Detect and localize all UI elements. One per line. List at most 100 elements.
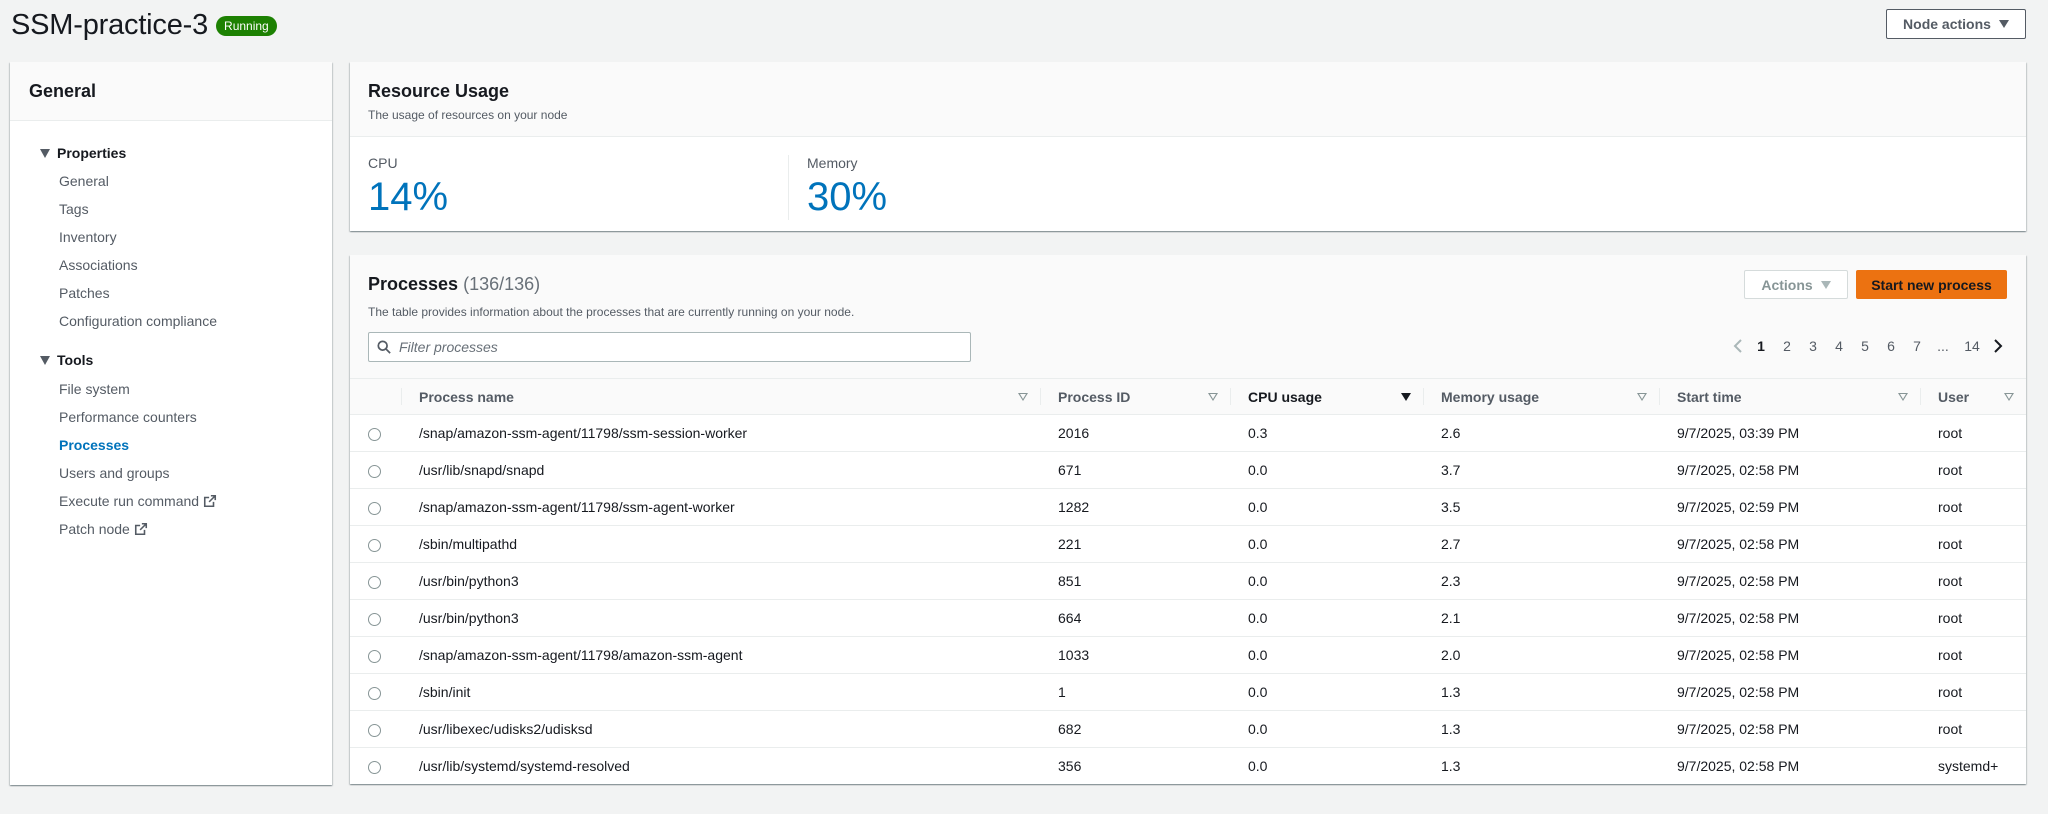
search-icon [377,340,391,354]
column-header-user[interactable]: User [1920,379,2026,415]
user-cell: root [1938,425,1963,441]
processes-title: Processes (136/136) [368,274,540,295]
resource-usage-subtitle: The usage of resources on your node [368,108,568,122]
table-row[interactable]: /snap/amazon-ssm-agent/11798/ssm-agent-w… [350,489,2026,526]
table-row[interactable]: /usr/libexec/udisks2/udisksd 682 0.0 1.3… [350,711,2026,748]
column-header-start-time[interactable]: Start time [1659,379,1920,415]
table-row[interactable]: /usr/lib/snapd/snapd 671 0.0 3.7 9/7/202… [350,452,2026,489]
sidebar-item-processes[interactable]: Processes [59,437,130,453]
sort-icon [1898,392,1908,401]
table-row[interactable]: /usr/bin/python3 851 0.0 2.3 9/7/2025, 0… [350,563,2026,600]
memory-usage-cell: 1.3 [1441,684,1461,700]
table-header-row: Process name Process ID CPU usage Memory… [350,378,2026,415]
sidebar-item-performance-counters[interactable]: Performance counters [59,409,197,425]
process-id-cell: 682 [1058,721,1082,737]
user-cell: root [1938,684,1963,700]
row-select-radio[interactable] [368,612,381,626]
row-select-radio[interactable] [368,427,381,441]
row-select-radio[interactable] [368,686,381,700]
process-name-cell: /usr/lib/snapd/snapd [419,462,545,478]
start-time-cell: 9/7/2025, 02:58 PM [1677,684,1800,700]
sidebar-item-patches[interactable]: Patches [59,285,110,301]
start-time-cell: 9/7/2025, 03:39 PM [1677,425,1800,441]
sidebar-item-patch-node[interactable]: Patch node [59,519,332,539]
table-row[interactable]: /usr/bin/python3 664 0.0 2.1 9/7/2025, 0… [350,600,2026,637]
sidebar: General Properties General Tags Inventor… [10,62,332,785]
cpu-label: CPU [368,155,398,171]
pagination-next-button[interactable] [1988,339,2008,353]
processes-table: Process name Process ID CPU usage Memory… [350,378,2026,785]
start-time-cell: 9/7/2025, 02:59 PM [1677,499,1800,515]
processes-panel: Processes (136/136) The table provides i… [350,255,2026,784]
row-select-radio[interactable] [368,501,381,515]
sidebar-item-label: Execute run command [59,493,200,509]
table-row[interactable]: /snap/amazon-ssm-agent/11798/amazon-ssm-… [350,637,2026,674]
start-time-cell: 9/7/2025, 02:58 PM [1677,610,1800,626]
processes-count: (136/136) [463,274,541,294]
page-3-button[interactable]: 3 [1809,338,1817,354]
table-row[interactable]: /snap/amazon-ssm-agent/11798/ssm-session… [350,415,2026,452]
start-new-process-button[interactable]: Start new process [1856,270,2007,299]
sort-icon [1018,392,1028,401]
row-select-radio[interactable] [368,538,381,552]
memory-usage-cell: 3.7 [1441,462,1461,478]
table-row[interactable]: /usr/lib/systemd/systemd-resolved 356 0.… [350,748,2026,785]
row-select-radio[interactable] [368,575,381,589]
page-4-button[interactable]: 4 [1835,338,1843,354]
cpu-usage-cell: 0.0 [1248,499,1268,515]
sidebar-item-label: Patch node [59,521,130,537]
column-header-cpu-usage[interactable]: CPU usage [1230,379,1423,415]
process-name-cell: /sbin/init [419,684,471,700]
caret-down-icon [1998,20,2009,28]
sidebar-item-configuration-compliance[interactable]: Configuration compliance [59,313,217,329]
filter-processes-input[interactable] [399,339,939,355]
memory-usage-cell: 1.3 [1441,758,1461,775]
page-6-button[interactable]: 6 [1887,338,1895,354]
sidebar-item-associations[interactable]: Associations [59,257,138,273]
sidebar-item-execute-run-command[interactable]: Execute run command [59,491,332,511]
node-actions-button[interactable]: Node actions [1886,9,2026,39]
page-1-button[interactable]: 1 [1757,338,1765,354]
column-header-process-id[interactable]: Process ID [1040,379,1230,415]
process-name-cell: /usr/bin/python3 [419,573,519,589]
user-cell: root [1938,647,1963,663]
column-header-process-name[interactable]: Process name [401,379,1040,415]
row-select-radio[interactable] [368,464,381,478]
cpu-usage-cell: 0.0 [1248,610,1268,626]
process-id-cell: 1 [1058,684,1066,700]
cpu-usage-cell: 0.3 [1248,425,1268,441]
nav-group-label: Tools [57,352,94,368]
sidebar-item-file-system[interactable]: File system [59,381,130,397]
sidebar-title: General [10,62,332,121]
user-cell: root [1938,462,1963,478]
page-14-button[interactable]: 14 [1964,338,1980,354]
resource-usage-panel: Resource Usage The usage of resources on… [350,62,2026,231]
row-select-radio[interactable] [368,649,381,663]
cpu-usage-cell: 0.0 [1248,573,1268,589]
table-row[interactable]: /sbin/multipathd 221 0.0 2.7 9/7/2025, 0… [350,526,2026,563]
page-2-button[interactable]: 2 [1783,338,1791,354]
process-id-cell: 221 [1058,536,1082,552]
external-link-icon [134,522,147,536]
memory-usage-cell: 2.6 [1441,425,1461,441]
nav-group-toggle-tools[interactable]: Tools [40,350,332,370]
pagination-prev-button[interactable] [1728,339,1748,353]
sidebar-item-general[interactable]: General [59,173,109,189]
page-5-button[interactable]: 5 [1861,338,1869,354]
memory-usage-cell: 2.7 [1441,536,1461,552]
row-select-radio[interactable] [368,723,381,737]
actions-button[interactable]: Actions [1744,270,1848,299]
process-id-cell: 356 [1058,758,1082,775]
table-row[interactable]: /sbin/init 1 0.0 1.3 9/7/2025, 02:58 PM … [350,674,2026,711]
memory-usage-cell: 3.5 [1441,499,1461,515]
filter-box[interactable] [368,332,971,362]
column-header-memory-usage[interactable]: Memory usage [1423,379,1659,415]
sidebar-item-users-and-groups[interactable]: Users and groups [59,465,170,481]
sidebar-item-inventory[interactable]: Inventory [59,229,117,245]
nav-group-toggle-properties[interactable]: Properties [40,143,332,163]
user-cell: root [1938,721,1963,737]
page-7-button[interactable]: 7 [1913,338,1921,354]
process-id-cell: 851 [1058,573,1082,589]
row-select-radio[interactable] [368,761,381,775]
sidebar-item-tags[interactable]: Tags [59,201,89,217]
